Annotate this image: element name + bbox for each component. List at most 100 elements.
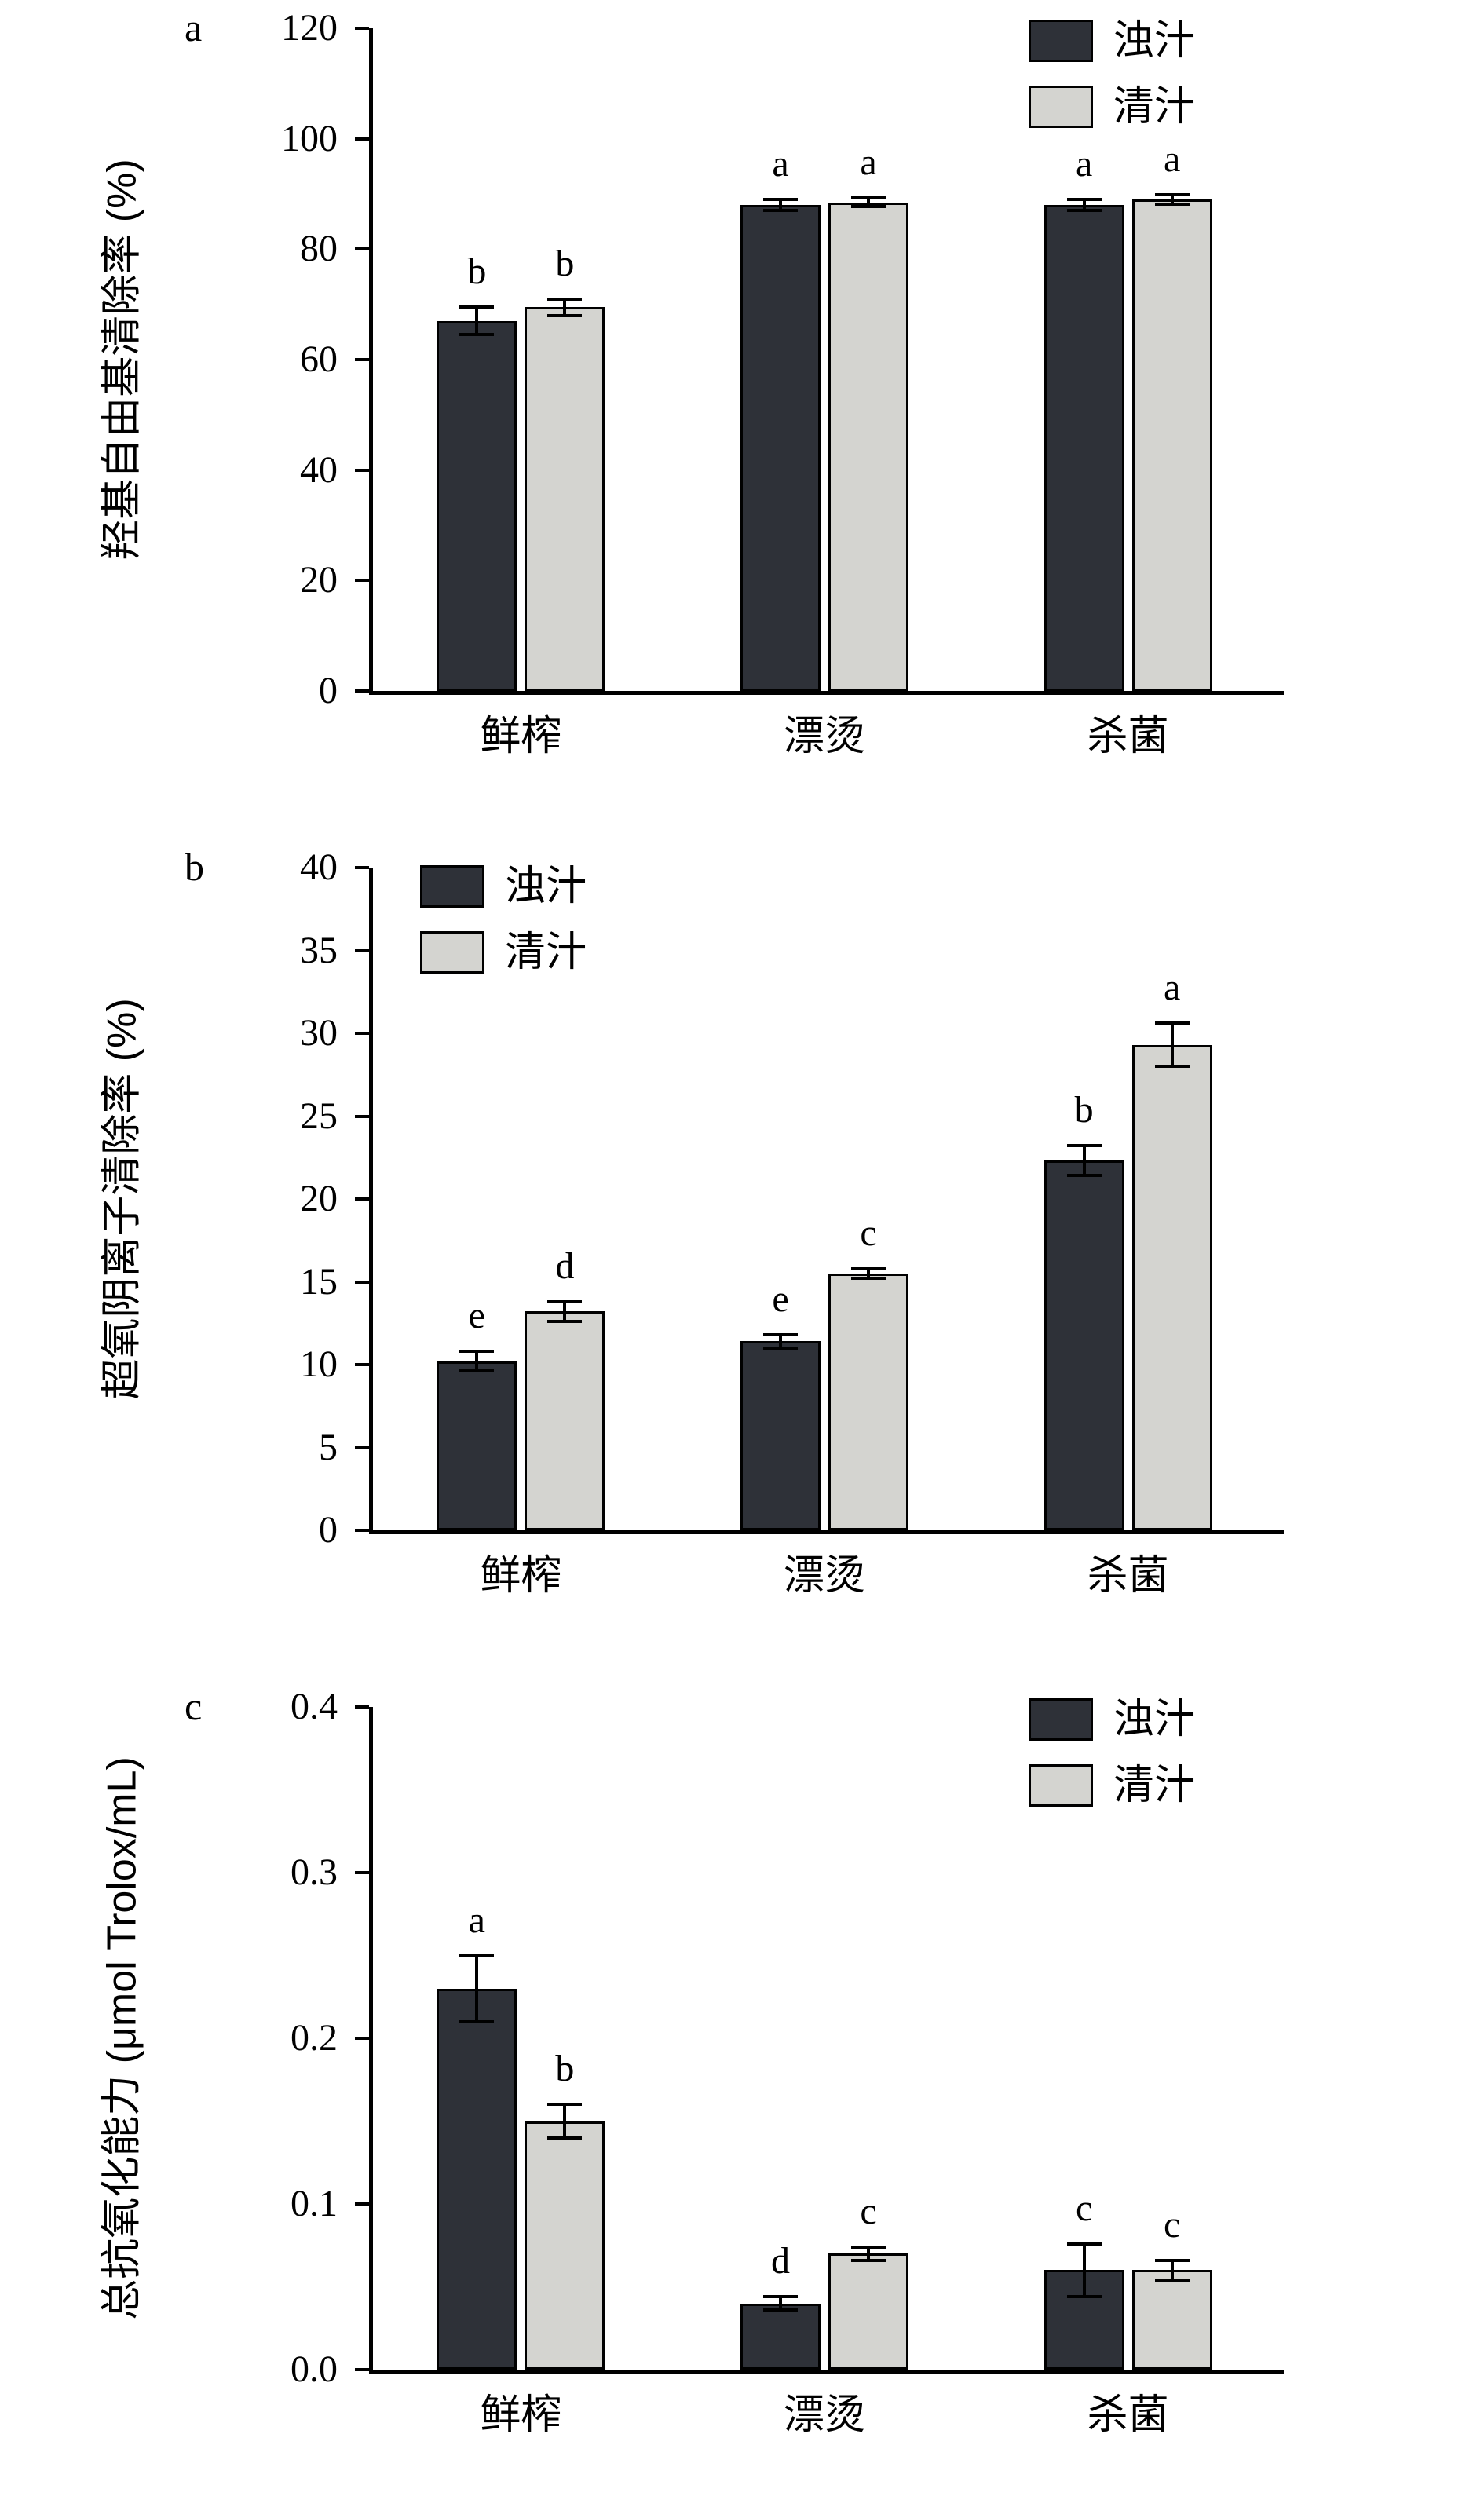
category-label: 漂烫	[783, 714, 865, 759]
panel-letter: a	[185, 5, 203, 49]
y-tick-label: 0	[319, 670, 338, 711]
error-bar-line	[779, 1335, 782, 1348]
y-tick	[355, 2202, 369, 2206]
error-bar-cap	[1154, 193, 1190, 197]
sig-letter: a	[1164, 967, 1181, 1009]
error-bar-cap	[459, 1369, 495, 1373]
legend-item-light: 清汁	[420, 930, 587, 974]
y-tick-label: 80	[300, 228, 338, 270]
bar-light	[828, 202, 908, 691]
y-tick-label: 0.0	[291, 2348, 338, 2390]
y-tick-label: 35	[300, 929, 338, 971]
category-label: 鲜榨	[480, 2392, 562, 2438]
error-bar-cap	[1066, 1144, 1102, 1148]
panel-letter: c	[185, 1684, 203, 1728]
y-tick	[355, 1197, 369, 1201]
sig-letter: b	[467, 250, 487, 293]
bar-dark	[740, 205, 821, 691]
error-bar-line	[1082, 2243, 1086, 2297]
bar-dark	[437, 1361, 517, 1530]
y-tick	[355, 1280, 369, 1284]
sig-letter: d	[555, 1244, 575, 1287]
error-bar-cap	[547, 313, 583, 317]
y-tick-label: 0	[319, 1509, 338, 1551]
error-bar-cap	[851, 1277, 886, 1281]
legend-label: 清汁	[1113, 1763, 1196, 1808]
y-tick-label: 20	[300, 1178, 338, 1219]
sig-letter: b	[555, 2048, 575, 2090]
error-bar-cap	[1154, 2258, 1190, 2262]
y-tick	[355, 27, 369, 30]
bar-dark	[437, 1988, 517, 2370]
y-tick-label: 5	[319, 1426, 338, 1468]
bar-light	[1131, 1044, 1212, 1530]
panel-letter: b	[185, 845, 204, 889]
sig-letter: a	[1076, 143, 1093, 185]
legend: 浊汁 清汁	[420, 864, 587, 974]
legend-label: 浊汁	[1113, 1697, 1196, 1742]
error-bar-cap	[547, 1320, 583, 1324]
legend-item-dark: 浊汁	[1029, 1698, 1195, 1741]
y-tick-label: 30	[300, 1012, 338, 1054]
sig-letter: a	[772, 143, 789, 185]
y-tick	[355, 1032, 369, 1035]
error-bar-cap	[459, 1350, 495, 1354]
category-label: 漂烫	[783, 1553, 865, 1599]
error-bar-cap	[547, 297, 583, 301]
error-bar-cap	[1154, 1021, 1190, 1025]
error-bar-cap	[459, 2019, 495, 2023]
y-tick-label: 60	[300, 338, 338, 380]
y-tick	[355, 689, 369, 693]
legend-swatch-light	[420, 931, 484, 974]
error-bar-cap	[459, 333, 495, 337]
legend-label: 浊汁	[505, 864, 587, 909]
x-axis	[369, 691, 1284, 695]
y-tick	[355, 2368, 369, 2371]
category-label: 杀菌	[1087, 2392, 1169, 2438]
y-axis-label: 羟基自由基清除率 (%)	[99, 159, 145, 561]
bar-dark	[1044, 1160, 1124, 1530]
y-axis-label: 总抗氧化能力 (μmol Trolox/mL)	[99, 1756, 145, 2320]
chart-panel-b: b 超氧阴离子清除率 (%) 浊汁 清汁 0 5 10 15 20 25 30 35 40 鲜榨 e…	[0, 839, 1484, 1679]
error-bar-cap	[763, 209, 798, 213]
error-bar-line	[563, 2104, 567, 2138]
y-tick-label: 40	[300, 846, 338, 888]
legend-label: 浊汁	[1113, 18, 1196, 64]
error-bar-line	[779, 2297, 782, 2311]
legend: 浊汁 清汁	[1029, 19, 1195, 129]
error-bar-cap	[459, 1953, 495, 1957]
error-bar-line	[779, 199, 782, 211]
error-bar-cap	[1066, 1174, 1102, 1178]
error-bar-line	[867, 2246, 870, 2260]
sig-letter: b	[1074, 1089, 1094, 1131]
sig-letter: a	[468, 1899, 485, 1941]
error-bar-line	[1170, 2260, 1174, 2281]
bar-light	[525, 307, 605, 691]
y-tick	[355, 1114, 369, 1118]
sig-letter: a	[860, 141, 877, 183]
y-tick	[355, 579, 369, 583]
error-bar-cap	[763, 1333, 798, 1337]
x-axis	[369, 1530, 1284, 1534]
error-bar-cap	[851, 205, 886, 209]
error-bar-cap	[459, 305, 495, 309]
bar-light	[828, 1273, 908, 1530]
error-bar-line	[563, 298, 567, 316]
y-tick-label: 15	[300, 1260, 338, 1303]
y-tick	[355, 468, 369, 472]
y-axis	[369, 1707, 373, 2374]
y-tick	[355, 1529, 369, 1532]
legend-item-light: 清汁	[1029, 1763, 1195, 1807]
error-bar-line	[475, 307, 479, 335]
y-tick	[355, 1705, 369, 1709]
error-bar-cap	[1154, 2279, 1190, 2282]
y-tick	[355, 948, 369, 952]
legend-swatch-dark	[420, 865, 484, 908]
error-bar-cap	[1066, 2295, 1102, 2299]
bar-dark	[437, 320, 517, 691]
chart-panel-a: a 羟基自由基清除率 (%) 浊汁 清汁 0 20 40 60 80 100 120 鲜榨 b b…	[0, 0, 1484, 839]
legend-item-dark: 浊汁	[1029, 19, 1195, 63]
error-bar-cap	[547, 2103, 583, 2107]
legend: 浊汁 清汁	[1029, 1698, 1195, 1807]
